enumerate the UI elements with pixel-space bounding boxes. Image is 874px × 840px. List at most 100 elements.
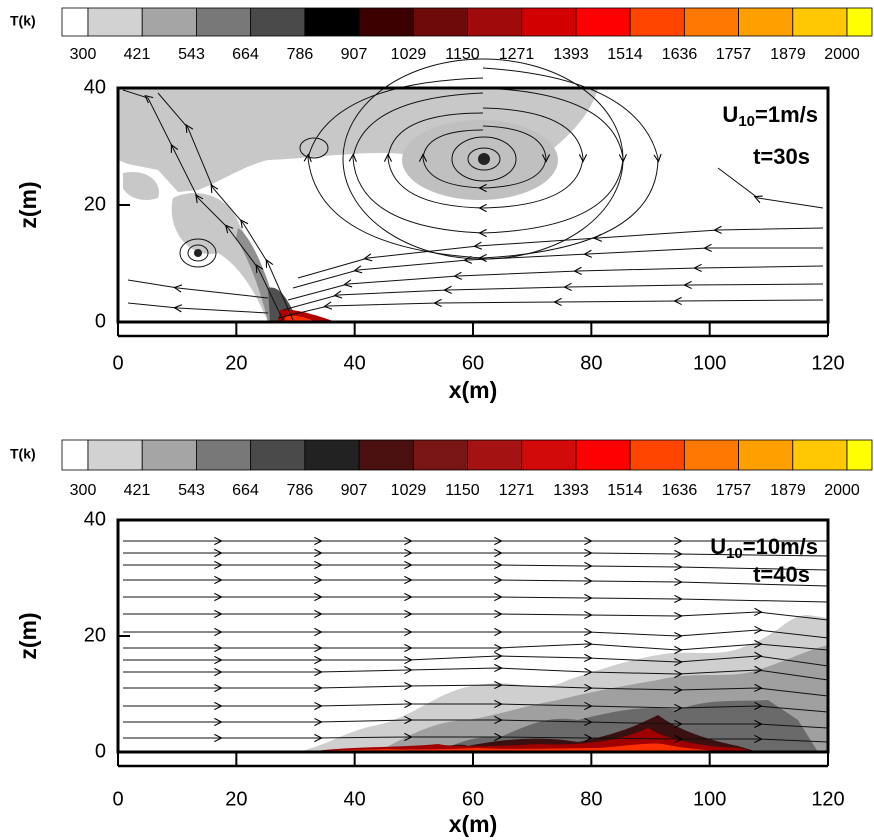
streamline bbox=[717, 167, 824, 209]
x-tick-label: 120 bbox=[811, 352, 844, 374]
colorbar-cell bbox=[521, 439, 577, 471]
streamline bbox=[123, 644, 829, 650]
colorbar-tick-label: 1514 bbox=[607, 46, 643, 63]
colorbar-cell bbox=[846, 7, 873, 37]
colorbar-tick-label: 300 bbox=[70, 46, 97, 63]
streamline bbox=[127, 302, 269, 314]
colorbar-cell bbox=[412, 7, 468, 37]
colorbar-tick-label: 664 bbox=[232, 46, 259, 63]
colorbar-cell bbox=[304, 439, 360, 471]
streamline bbox=[451, 136, 517, 182]
colorbar-tick-label: 1514 bbox=[607, 482, 643, 499]
colorbar-tick-label: 1150 bbox=[445, 482, 480, 499]
colorbar-cell bbox=[412, 439, 468, 471]
y-tick-label: 40 bbox=[84, 76, 106, 98]
colorbar-tick-label: 1393 bbox=[553, 482, 589, 499]
colorbar-tick-label: 1393 bbox=[553, 46, 589, 63]
streamline bbox=[123, 612, 829, 621]
streamline bbox=[123, 580, 829, 587]
colorbar-tick-label: 1757 bbox=[716, 482, 752, 499]
y-tick-label: 0 bbox=[95, 740, 106, 762]
colorbar-cell bbox=[683, 7, 739, 37]
x-tick-label: 40 bbox=[344, 352, 366, 374]
colorbar-title: T(k) bbox=[10, 13, 36, 29]
colorbar-cell bbox=[61, 7, 89, 37]
wind-symbol: U bbox=[710, 534, 726, 559]
streamline bbox=[299, 137, 329, 159]
colorbar-tick-label: 421 bbox=[124, 46, 151, 63]
streamline bbox=[388, 107, 583, 208]
colorbar-cell bbox=[250, 439, 306, 471]
time-label: t=40s bbox=[753, 562, 810, 587]
streamline bbox=[123, 553, 829, 556]
colorbar-tick-label: 2000 bbox=[824, 46, 860, 63]
colorbar-cell bbox=[521, 7, 577, 37]
colorbar-tick-label: 1636 bbox=[662, 482, 698, 499]
streamline bbox=[123, 597, 829, 602]
colorbar-tick-label: 1636 bbox=[662, 46, 698, 63]
colorbar-cell bbox=[467, 439, 523, 471]
wind-value: =1m/s bbox=[755, 102, 818, 127]
streamline bbox=[123, 704, 829, 713]
streamline bbox=[277, 300, 824, 319]
colorbar-cell bbox=[629, 439, 685, 471]
colorbar-tick-label: 786 bbox=[287, 482, 314, 499]
colorbar-tick-label: 543 bbox=[178, 46, 205, 63]
colorbar-cell bbox=[358, 7, 414, 37]
y-tick-label: 20 bbox=[84, 624, 106, 646]
x-tick-label: 80 bbox=[580, 352, 602, 374]
x-tick-label: 80 bbox=[580, 788, 602, 810]
x-tick-label: 60 bbox=[462, 788, 484, 810]
colorbar-tick-label: 1271 bbox=[499, 46, 535, 63]
colorbar-cell bbox=[792, 7, 848, 37]
colorbar-cell bbox=[738, 439, 794, 471]
streamline bbox=[123, 656, 829, 667]
colorbar-cell bbox=[575, 439, 631, 471]
colorbar-tick-label: 664 bbox=[232, 482, 259, 499]
flame bbox=[308, 743, 728, 752]
colorbar-tick-label: 786 bbox=[287, 46, 314, 63]
streamline bbox=[123, 668, 829, 681]
colorbar-cell bbox=[141, 439, 197, 471]
colorbar-cell bbox=[683, 439, 739, 471]
temperature-field bbox=[118, 58, 824, 322]
colorbar-cell bbox=[792, 439, 848, 471]
streamline bbox=[297, 228, 824, 279]
x-tick-label: 100 bbox=[693, 788, 726, 810]
y-axis-title: z(m) bbox=[15, 181, 41, 228]
streamline bbox=[157, 92, 294, 321]
wind-subscript: 10 bbox=[738, 113, 755, 130]
streamline bbox=[467, 147, 501, 171]
colorbar-tick-label: 1271 bbox=[499, 482, 535, 499]
wind-label: U10=10m/s bbox=[710, 534, 818, 562]
colorbar-tick-label: 543 bbox=[178, 482, 205, 499]
colorbar-cell bbox=[738, 7, 794, 37]
colorbar-tick-label: 1029 bbox=[391, 482, 427, 499]
x-tick-label: 100 bbox=[693, 352, 726, 374]
y-tick-label: 0 bbox=[95, 310, 106, 332]
colorbar-cell bbox=[467, 7, 523, 37]
x-tick-label: 60 bbox=[462, 352, 484, 374]
x-tick-label: 20 bbox=[225, 788, 247, 810]
x-tick-label: 120 bbox=[811, 788, 844, 810]
streamline bbox=[127, 279, 269, 299]
streamline bbox=[287, 266, 824, 301]
colorbar-tick-label: 1150 bbox=[445, 46, 480, 63]
streamline bbox=[423, 125, 546, 188]
wind-subscript: 10 bbox=[726, 545, 743, 562]
colorbar-cell bbox=[846, 439, 873, 471]
colorbar-cell bbox=[629, 7, 685, 37]
colorbar-tick-label: 1757 bbox=[716, 46, 752, 63]
streamline bbox=[123, 685, 829, 697]
vortex-core bbox=[478, 153, 490, 165]
x-tick-label: 40 bbox=[344, 788, 366, 810]
colorbar-title: T(k) bbox=[10, 446, 36, 462]
x-axis-title: x(m) bbox=[449, 377, 498, 403]
streamline bbox=[123, 630, 829, 638]
colorbar-tick-label: 1879 bbox=[770, 482, 806, 499]
colorbar-tick-label: 300 bbox=[70, 482, 97, 499]
colorbar-cell bbox=[575, 7, 631, 37]
streamline bbox=[123, 720, 829, 729]
temperature-field bbox=[123, 541, 829, 752]
